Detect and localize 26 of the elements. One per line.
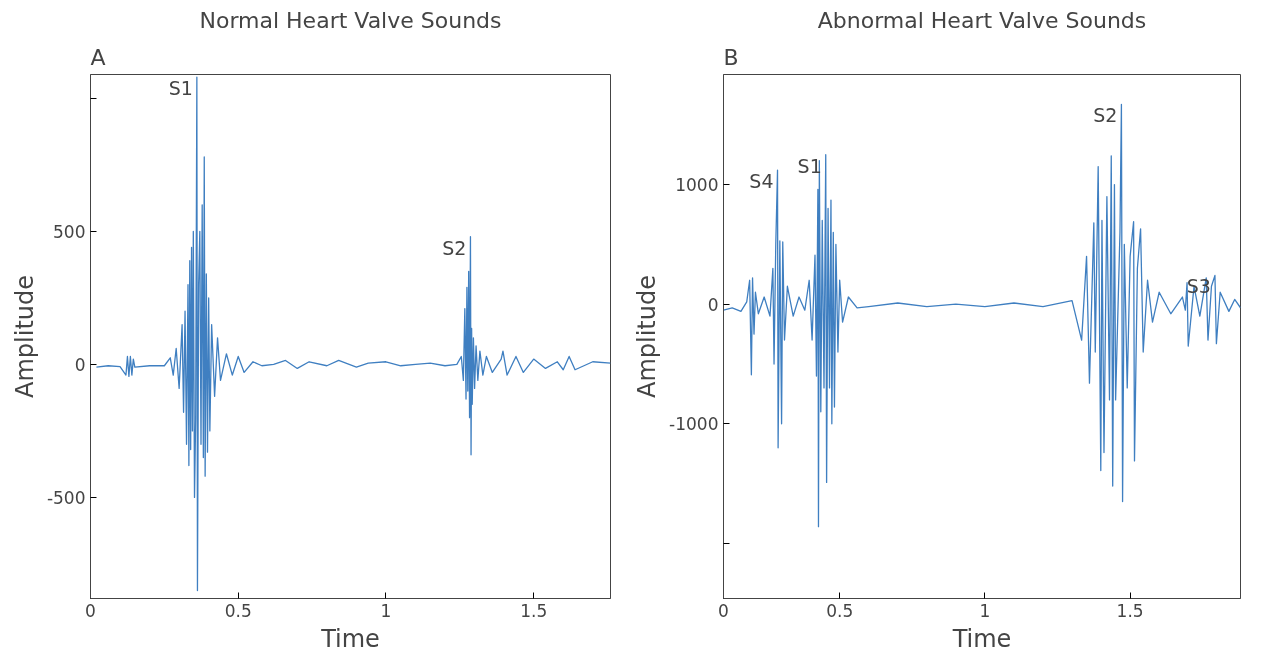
y-axis-title: Amplitude: [10, 274, 39, 398]
text: A: [90, 44, 106, 70]
y-tick-label: 0: [74, 354, 86, 375]
x-tick-label: 0.5: [826, 600, 854, 621]
annotation: S2: [442, 236, 467, 259]
x-axis-title: Time: [951, 624, 1012, 653]
annotation: S4: [749, 170, 774, 193]
x-tick-label: 1.5: [1116, 600, 1144, 621]
text: B: [723, 44, 739, 70]
line-series: [723, 103, 1241, 528]
x-tick-label: 0.5: [224, 600, 252, 621]
annotation: S2: [1093, 104, 1118, 127]
x-tick-label: 1: [979, 600, 991, 621]
y-tick-label: 500: [53, 221, 86, 242]
y-tick-label: 1000: [675, 175, 719, 196]
chart-title: Normal Heart Valve Sounds: [199, 7, 502, 33]
x-tick-label: 1.5: [520, 600, 548, 621]
line-series: [95, 76, 611, 592]
chart-title: Abnormal Heart Valve Sounds: [817, 7, 1147, 33]
y-axis-title: Amplitude: [633, 274, 662, 398]
y-tick-label: -1000: [669, 414, 719, 435]
x-tick-label: 1: [380, 600, 392, 621]
x-axis-title: Time: [320, 624, 380, 653]
y-tick-label: -500: [46, 487, 86, 508]
annotation: S1: [168, 77, 193, 100]
y-tick-label: 0: [707, 294, 719, 315]
